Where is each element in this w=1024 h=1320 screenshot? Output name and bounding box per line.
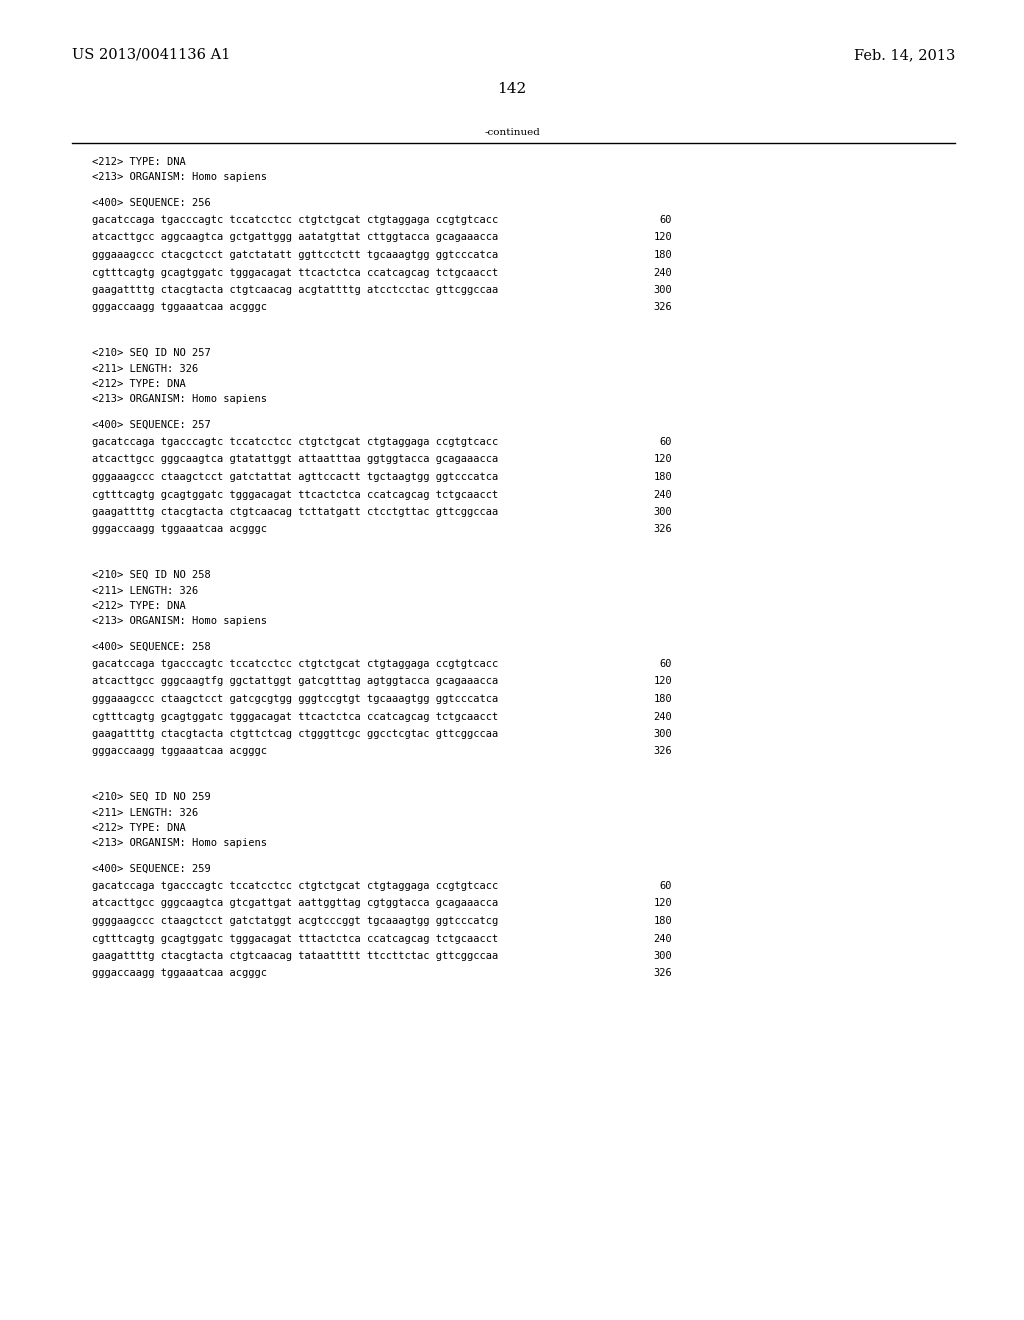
Text: atcacttgcc gggcaagtca gtatattggt attaatttaa ggtggtacca gcagaaacca: atcacttgcc gggcaagtca gtatattggt attaatt… bbox=[92, 454, 499, 465]
Text: gacatccaga tgacccagtc tccatcctcc ctgtctgcat ctgtaggaga ccgtgtcacc: gacatccaga tgacccagtc tccatcctcc ctgtctg… bbox=[92, 659, 499, 669]
Text: 120: 120 bbox=[653, 899, 672, 908]
Text: 300: 300 bbox=[653, 507, 672, 517]
Text: <211> LENGTH: 326: <211> LENGTH: 326 bbox=[92, 363, 199, 374]
Text: cgtttcagtg gcagtggatc tgggacagat ttcactctca ccatcagcag tctgcaacct: cgtttcagtg gcagtggatc tgggacagat ttcactc… bbox=[92, 490, 499, 499]
Text: 60: 60 bbox=[659, 437, 672, 447]
Text: cgtttcagtg gcagtggatc tgggacagat ttcactctca ccatcagcag tctgcaacct: cgtttcagtg gcagtggatc tgggacagat ttcactc… bbox=[92, 268, 499, 277]
Text: <213> ORGANISM: Homo sapiens: <213> ORGANISM: Homo sapiens bbox=[92, 395, 267, 404]
Text: 326: 326 bbox=[653, 747, 672, 756]
Text: 180: 180 bbox=[653, 694, 672, 704]
Text: gggaccaagg tggaaatcaa acgggc: gggaccaagg tggaaatcaa acgggc bbox=[92, 969, 267, 978]
Text: gaagattttg ctacgtacta ctgtcaacag tataattttt ttccttctac gttcggccaa: gaagattttg ctacgtacta ctgtcaacag tataatt… bbox=[92, 950, 499, 961]
Text: 180: 180 bbox=[653, 249, 672, 260]
Text: ggggaagccc ctaagctcct gatctatggt acgtcccggt tgcaaagtgg ggtcccatcg: ggggaagccc ctaagctcct gatctatggt acgtccc… bbox=[92, 916, 499, 927]
Text: 60: 60 bbox=[659, 880, 672, 891]
Text: 326: 326 bbox=[653, 969, 672, 978]
Text: <210> SEQ ID NO 258: <210> SEQ ID NO 258 bbox=[92, 570, 211, 579]
Text: 120: 120 bbox=[653, 454, 672, 465]
Text: atcacttgcc gggcaagtfg ggctattggt gatcgtttag agtggtacca gcagaaacca: atcacttgcc gggcaagtfg ggctattggt gatcgtt… bbox=[92, 676, 499, 686]
Text: 142: 142 bbox=[498, 82, 526, 96]
Text: <212> TYPE: DNA: <212> TYPE: DNA bbox=[92, 379, 185, 389]
Text: 300: 300 bbox=[653, 950, 672, 961]
Text: cgtttcagtg gcagtggatc tgggacagat ttcactctca ccatcagcag tctgcaacct: cgtttcagtg gcagtggatc tgggacagat ttcactc… bbox=[92, 711, 499, 722]
Text: 300: 300 bbox=[653, 285, 672, 294]
Text: <400> SEQUENCE: 257: <400> SEQUENCE: 257 bbox=[92, 420, 211, 430]
Text: atcacttgcc gggcaagtca gtcgattgat aattggttag cgtggtacca gcagaaacca: atcacttgcc gggcaagtca gtcgattgat aattggt… bbox=[92, 899, 499, 908]
Text: <400> SEQUENCE: 258: <400> SEQUENCE: 258 bbox=[92, 642, 211, 652]
Text: <400> SEQUENCE: 259: <400> SEQUENCE: 259 bbox=[92, 865, 211, 874]
Text: gacatccaga tgacccagtc tccatcctcc ctgtctgcat ctgtaggaga ccgtgtcacc: gacatccaga tgacccagtc tccatcctcc ctgtctg… bbox=[92, 880, 499, 891]
Text: gaagattttg ctacgtacta ctgttctcag ctgggttcgc ggcctcgtac gttcggccaa: gaagattttg ctacgtacta ctgttctcag ctgggtt… bbox=[92, 729, 499, 739]
Text: 180: 180 bbox=[653, 916, 672, 927]
Text: <212> TYPE: DNA: <212> TYPE: DNA bbox=[92, 822, 185, 833]
Text: <210> SEQ ID NO 259: <210> SEQ ID NO 259 bbox=[92, 792, 211, 803]
Text: 240: 240 bbox=[653, 933, 672, 944]
Text: US 2013/0041136 A1: US 2013/0041136 A1 bbox=[72, 48, 230, 62]
Text: <212> TYPE: DNA: <212> TYPE: DNA bbox=[92, 601, 185, 611]
Text: 120: 120 bbox=[653, 676, 672, 686]
Text: gaagattttg ctacgtacta ctgtcaacag acgtattttg atcctcctac gttcggccaa: gaagattttg ctacgtacta ctgtcaacag acgtatt… bbox=[92, 285, 499, 294]
Text: 300: 300 bbox=[653, 729, 672, 739]
Text: 326: 326 bbox=[653, 302, 672, 313]
Text: -continued: -continued bbox=[484, 128, 540, 137]
Text: gggaccaagg tggaaatcaa acgggc: gggaccaagg tggaaatcaa acgggc bbox=[92, 747, 267, 756]
Text: <213> ORGANISM: Homo sapiens: <213> ORGANISM: Homo sapiens bbox=[92, 173, 267, 182]
Text: 240: 240 bbox=[653, 268, 672, 277]
Text: gacatccaga tgacccagtc tccatcctcc ctgtctgcat ctgtaggaga ccgtgtcacc: gacatccaga tgacccagtc tccatcctcc ctgtctg… bbox=[92, 437, 499, 447]
Text: 120: 120 bbox=[653, 232, 672, 243]
Text: gaagattttg ctacgtacta ctgtcaacag tcttatgatt ctcctgttac gttcggccaa: gaagattttg ctacgtacta ctgtcaacag tcttatg… bbox=[92, 507, 499, 517]
Text: 60: 60 bbox=[659, 659, 672, 669]
Text: <211> LENGTH: 326: <211> LENGTH: 326 bbox=[92, 808, 199, 817]
Text: <213> ORGANISM: Homo sapiens: <213> ORGANISM: Homo sapiens bbox=[92, 838, 267, 849]
Text: 240: 240 bbox=[653, 711, 672, 722]
Text: 180: 180 bbox=[653, 473, 672, 482]
Text: gggaaagccc ctaagctcct gatcgcgtgg gggtccgtgt tgcaaagtgg ggtcccatca: gggaaagccc ctaagctcct gatcgcgtgg gggtccg… bbox=[92, 694, 499, 704]
Text: cgtttcagtg gcagtggatc tgggacagat tttactctca ccatcagcag tctgcaacct: cgtttcagtg gcagtggatc tgggacagat tttactc… bbox=[92, 933, 499, 944]
Text: gggaaagccc ctacgctcct gatctatatt ggttcctctt tgcaaagtgg ggtcccatca: gggaaagccc ctacgctcct gatctatatt ggttcct… bbox=[92, 249, 499, 260]
Text: atcacttgcc aggcaagtca gctgattggg aatatgttat cttggtacca gcagaaacca: atcacttgcc aggcaagtca gctgattggg aatatgt… bbox=[92, 232, 499, 243]
Text: 240: 240 bbox=[653, 490, 672, 499]
Text: <211> LENGTH: 326: <211> LENGTH: 326 bbox=[92, 586, 199, 595]
Text: <213> ORGANISM: Homo sapiens: <213> ORGANISM: Homo sapiens bbox=[92, 616, 267, 627]
Text: gacatccaga tgacccagtc tccatcctcc ctgtctgcat ctgtaggaga ccgtgtcacc: gacatccaga tgacccagtc tccatcctcc ctgtctg… bbox=[92, 215, 499, 224]
Text: Feb. 14, 2013: Feb. 14, 2013 bbox=[854, 48, 955, 62]
Text: <210> SEQ ID NO 257: <210> SEQ ID NO 257 bbox=[92, 348, 211, 358]
Text: gggaaagccc ctaagctcct gatctattat agttccactt tgctaagtgg ggtcccatca: gggaaagccc ctaagctcct gatctattat agttcca… bbox=[92, 473, 499, 482]
Text: 326: 326 bbox=[653, 524, 672, 535]
Text: gggaccaagg tggaaatcaa acgggc: gggaccaagg tggaaatcaa acgggc bbox=[92, 524, 267, 535]
Text: <212> TYPE: DNA: <212> TYPE: DNA bbox=[92, 157, 185, 168]
Text: 60: 60 bbox=[659, 215, 672, 224]
Text: <400> SEQUENCE: 256: <400> SEQUENCE: 256 bbox=[92, 198, 211, 209]
Text: gggaccaagg tggaaatcaa acgggc: gggaccaagg tggaaatcaa acgggc bbox=[92, 302, 267, 313]
